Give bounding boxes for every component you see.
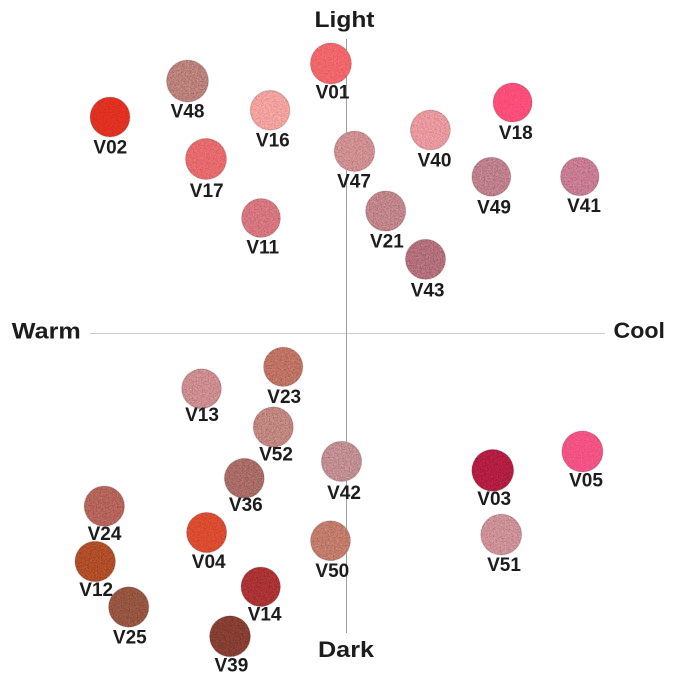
svg-text:Light: Light — [315, 7, 376, 32]
svg-text:V43: V43 — [411, 280, 445, 301]
svg-text:V50: V50 — [315, 561, 349, 582]
svg-text:V52: V52 — [259, 444, 293, 465]
svg-text:V48: V48 — [171, 102, 205, 123]
svg-text:V36: V36 — [229, 495, 263, 516]
svg-text:V40: V40 — [418, 151, 452, 172]
svg-text:V39: V39 — [214, 656, 248, 677]
svg-text:V25: V25 — [113, 628, 147, 649]
svg-text:V11: V11 — [246, 238, 279, 259]
svg-text:V18: V18 — [499, 123, 533, 144]
svg-text:V17: V17 — [190, 181, 224, 202]
svg-text:V01: V01 — [316, 83, 350, 104]
svg-text:V49: V49 — [477, 197, 511, 218]
svg-text:V21: V21 — [370, 231, 404, 252]
svg-text:V14: V14 — [248, 605, 282, 626]
svg-text:V51: V51 — [487, 555, 521, 576]
svg-text:V16: V16 — [256, 130, 290, 151]
svg-text:V04: V04 — [192, 552, 226, 573]
svg-text:V05: V05 — [569, 470, 603, 491]
svg-text:Cool: Cool — [614, 318, 666, 343]
svg-text:V47: V47 — [337, 172, 371, 193]
svg-text:V12: V12 — [79, 580, 113, 601]
svg-text:V23: V23 — [267, 387, 301, 408]
svg-text:Warm: Warm — [12, 318, 81, 343]
svg-text:V24: V24 — [88, 524, 122, 545]
svg-text:V41: V41 — [567, 196, 601, 217]
svg-text:Dark: Dark — [318, 637, 375, 662]
svg-text:V03: V03 — [477, 489, 511, 510]
svg-text:V42: V42 — [327, 483, 361, 504]
svg-text:V02: V02 — [93, 138, 127, 159]
svg-text:V13: V13 — [185, 405, 219, 426]
